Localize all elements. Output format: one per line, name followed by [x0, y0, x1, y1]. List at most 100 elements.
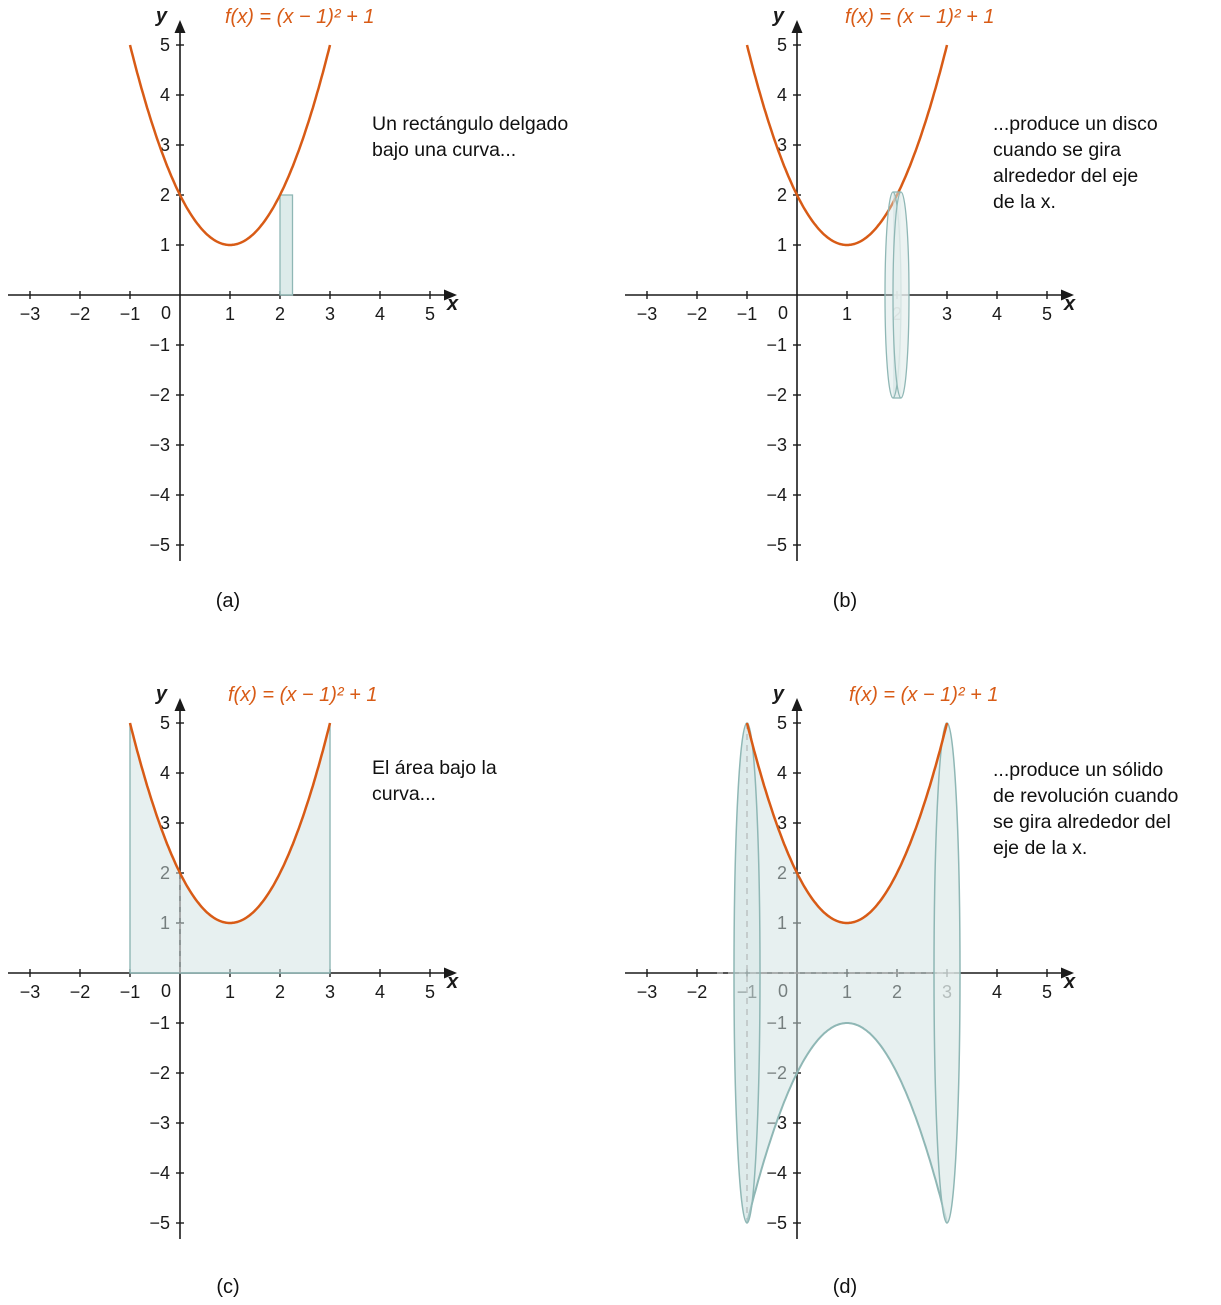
disk-front-face — [892, 191, 910, 399]
svg-text:1: 1 — [777, 235, 787, 255]
axes — [625, 20, 1074, 561]
svg-text:−2: −2 — [149, 385, 170, 405]
solid-right-disk-rim — [933, 722, 961, 1224]
svg-text:3: 3 — [160, 135, 170, 155]
svg-text:−3: −3 — [149, 1113, 170, 1133]
x-axis-arrow — [444, 289, 457, 301]
y-axis-label: y — [155, 683, 168, 705]
svg-text:5: 5 — [777, 35, 787, 55]
svg-text:−1: −1 — [120, 304, 141, 324]
annotation-text: ...produce un disco cuando se gira alred… — [993, 113, 1158, 213]
svg-text:4: 4 — [992, 982, 1002, 1002]
svg-text:2: 2 — [275, 304, 285, 324]
svg-text:−3: −3 — [637, 982, 658, 1002]
svg-text:1: 1 — [225, 982, 235, 1002]
axes — [8, 20, 457, 561]
svg-text:1: 1 — [160, 235, 170, 255]
svg-text:3: 3 — [325, 304, 335, 324]
svg-text:−3: −3 — [766, 435, 787, 455]
annotation-text: ...produce un sólido de revolución cuand… — [993, 759, 1179, 859]
svg-text:−1: −1 — [737, 304, 758, 324]
x-axis-label: x — [446, 971, 459, 993]
y-axis-arrow — [791, 698, 803, 711]
y-axis-label: y — [155, 5, 168, 27]
svg-text:−4: −4 — [149, 1163, 170, 1183]
svg-text:−4: −4 — [766, 485, 787, 505]
panel-caption: (d) — [832, 1276, 858, 1298]
svg-text:3: 3 — [325, 982, 335, 1002]
svg-text:−2: −2 — [687, 982, 708, 1002]
x-axis-arrow — [1061, 967, 1074, 979]
svg-text:−2: −2 — [149, 1063, 170, 1083]
svg-text:−2: −2 — [70, 304, 91, 324]
y-axis-arrow — [174, 698, 186, 711]
svg-text:5: 5 — [425, 982, 435, 1002]
function-curve — [745, 44, 949, 247]
svg-text:2: 2 — [275, 982, 285, 1002]
area-under-curve — [129, 722, 331, 974]
svg-text:2: 2 — [777, 185, 787, 205]
solid-left-disk-rim — [733, 722, 761, 1224]
plot-a: −3 −2 −1 1 2 3 4 5 −5 −4 −3 −2 −1 1 2 3 4 5 0 x y — [8, 5, 459, 561]
solid-of-revolution — [734, 723, 960, 1223]
svg-text:3: 3 — [777, 135, 787, 155]
svg-text:2: 2 — [160, 185, 170, 205]
y-axis-arrow — [174, 20, 186, 33]
svg-text:−1: −1 — [149, 335, 170, 355]
svg-text:3: 3 — [942, 304, 952, 324]
svg-text:−5: −5 — [149, 535, 170, 555]
svg-text:1: 1 — [842, 304, 852, 324]
svg-text:1: 1 — [225, 304, 235, 324]
svg-text:3: 3 — [777, 813, 787, 833]
svg-text:−1: −1 — [149, 1013, 170, 1033]
svg-text:−1: −1 — [120, 982, 141, 1002]
svg-text:−4: −4 — [149, 485, 170, 505]
svg-text:5: 5 — [160, 713, 170, 733]
svg-text:5: 5 — [1042, 304, 1052, 324]
svg-text:−4: −4 — [766, 1163, 787, 1183]
svg-text:4: 4 — [375, 982, 385, 1002]
panel-caption: (a) — [215, 590, 241, 612]
function-label: f(x) = (x − 1)² + 1 — [845, 6, 995, 28]
svg-text:−3: −3 — [637, 304, 658, 324]
panel-caption: (b) — [832, 590, 858, 612]
panel-caption: (c) — [216, 1276, 240, 1298]
function-curve — [128, 722, 332, 925]
svg-text:4: 4 — [160, 763, 170, 783]
svg-text:4: 4 — [777, 85, 787, 105]
svg-text:5: 5 — [160, 35, 170, 55]
origin-label: 0 — [778, 303, 788, 323]
svg-text:4: 4 — [160, 85, 170, 105]
svg-text:−5: −5 — [149, 1213, 170, 1233]
annotation-text: Un rectángulo delgado bajo una curva... — [372, 113, 569, 161]
y-axis-arrow — [791, 20, 803, 33]
svg-text:−3: −3 — [20, 304, 41, 324]
y-axis-label: y — [772, 5, 785, 27]
svg-text:−1: −1 — [766, 335, 787, 355]
svg-text:3: 3 — [160, 813, 170, 833]
svg-text:−5: −5 — [766, 1213, 787, 1233]
x-axis-arrow — [444, 967, 457, 979]
function-label: f(x) = (x − 1)² + 1 — [228, 684, 378, 706]
svg-text:4: 4 — [992, 304, 1002, 324]
svg-text:4: 4 — [777, 763, 787, 783]
origin-label: 0 — [161, 981, 171, 1001]
svg-text:5: 5 — [777, 713, 787, 733]
svg-text:−2: −2 — [70, 982, 91, 1002]
svg-text:5: 5 — [425, 304, 435, 324]
annotation-text: El área bajo la curva... — [372, 757, 497, 805]
origin-label: 0 — [161, 303, 171, 323]
solid-bottom-edge — [746, 1022, 948, 1224]
x-axis-label: x — [446, 293, 459, 315]
svg-text:5: 5 — [1042, 982, 1052, 1002]
x-axis-label: x — [1063, 971, 1076, 993]
